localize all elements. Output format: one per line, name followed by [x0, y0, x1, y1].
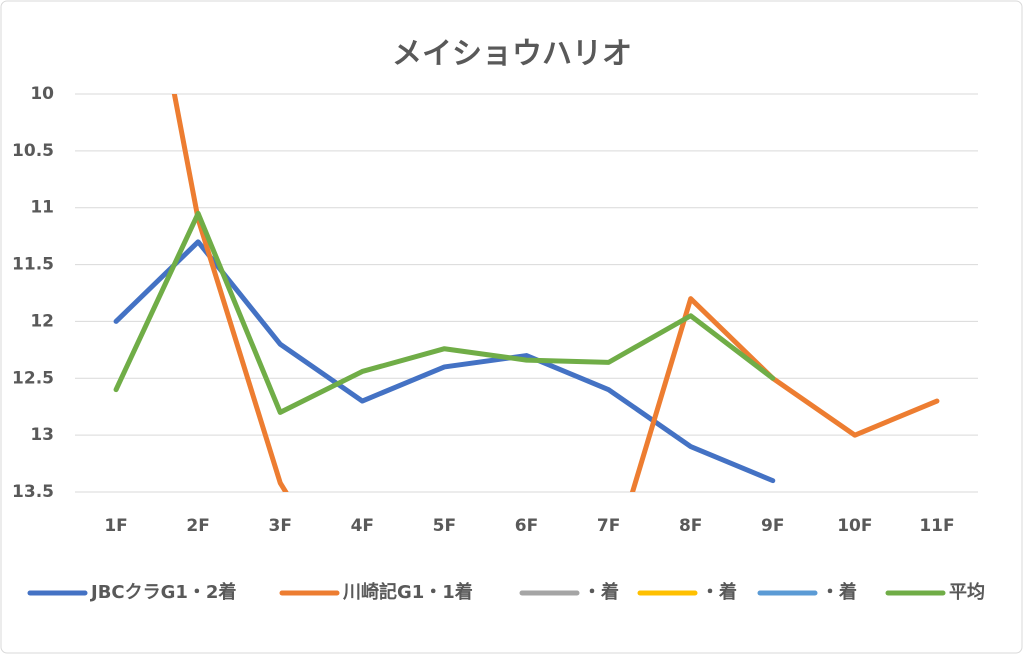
legend-label: 平均 [949, 581, 985, 603]
x-tick-label: 3F [269, 516, 292, 536]
x-tick-label: 10F [837, 516, 872, 536]
x-tick-label: 5F [433, 516, 456, 536]
chart-title: メイショウハリオ [392, 37, 632, 72]
x-tick-label: 1F [104, 516, 127, 536]
x-tick-label: 6F [515, 516, 538, 536]
y-tick-label: 12 [30, 311, 54, 331]
y-tick-label: 12.5 [12, 368, 54, 388]
series-line [113, 210, 776, 415]
legend-label: 川崎記G1・1着 [342, 581, 473, 603]
legend-label: ・着 [583, 581, 619, 603]
x-tick-label: 7F [597, 516, 620, 536]
y-tick-label: 10 [30, 84, 54, 104]
x-tick-label: 9F [761, 516, 784, 536]
y-tick-label: 13.5 [12, 482, 54, 502]
legend-label: JBCクラG1・2着 [89, 581, 236, 603]
legend-label: ・着 [821, 581, 857, 603]
y-tick-label: 13 [30, 425, 54, 445]
plot-area [113, 94, 940, 492]
x-tick-label: 8F [679, 516, 702, 536]
x-tick-label: 4F [351, 516, 374, 536]
x-tick-label: 2F [186, 516, 209, 536]
y-tick-label: 10.5 [12, 141, 54, 161]
series-line [171, 94, 940, 492]
x-tick-label: 11F [919, 516, 954, 536]
y-tick-label: 11 [30, 198, 54, 218]
legend-label: ・着 [701, 581, 737, 603]
y-tick-label: 11.5 [12, 255, 54, 275]
